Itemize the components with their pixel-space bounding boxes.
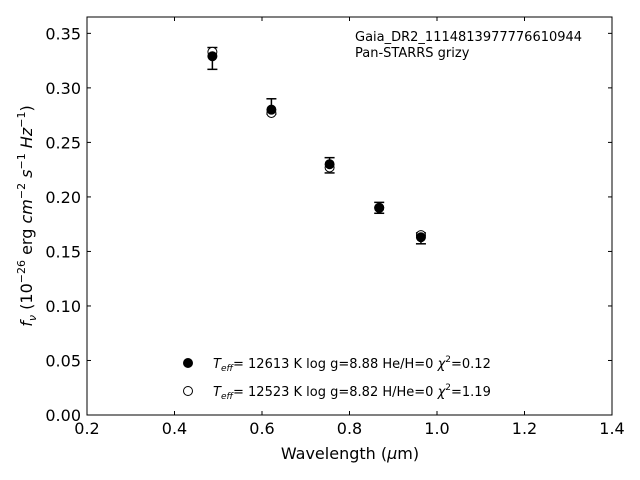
legend-marker-filled xyxy=(183,358,193,368)
point-filled xyxy=(415,232,426,243)
y-axis-label: fν (10−26 erg cm−2 s−1 Hz−1) xyxy=(15,105,39,326)
x-tick-label: 1.2 xyxy=(512,419,537,438)
error-bars xyxy=(207,46,426,245)
y-tick-label: 0.00 xyxy=(45,406,81,425)
x-axis-label: Wavelength (μm) xyxy=(281,444,419,463)
y-tick-label: 0.30 xyxy=(45,79,81,98)
y-axis-ticks: 0.00 0.05 0.10 0.15 0.20 0.25 0.30 0.35 xyxy=(45,24,612,425)
x-tick-label: 0.2 xyxy=(74,419,99,438)
y-tick-label: 0.35 xyxy=(45,24,81,43)
annotation-survey: Pan-STARRS grizy xyxy=(355,46,470,61)
x-axis-ticks: 0.2 0.4 0.6 0.8 1.0 1.2 1.4 xyxy=(74,17,625,438)
point-filled xyxy=(207,51,218,62)
x-tick-label: 1.0 xyxy=(424,419,449,438)
point-filled xyxy=(324,159,335,170)
x-tick-label: 0.6 xyxy=(249,419,274,438)
plot-area-frame xyxy=(86,16,613,416)
legend-entry-filled: Teff= 12613 K log g=8.88 He/H=0 χ2=0.12 xyxy=(213,355,491,374)
legend-marker-open xyxy=(183,386,193,396)
x-tick-label: 1.4 xyxy=(599,419,624,438)
data-points xyxy=(207,46,426,243)
x-tick-label: 0.4 xyxy=(162,419,187,438)
y-tick-label: 0.10 xyxy=(45,297,81,316)
y-tick-label: 0.05 xyxy=(45,351,81,370)
y-tick-label: 0.15 xyxy=(45,242,81,261)
x-tick-label: 0.8 xyxy=(337,419,362,438)
y-tick-label: 0.25 xyxy=(45,133,81,152)
y-tick-label: 0.20 xyxy=(45,188,81,207)
point-filled xyxy=(266,104,277,115)
point-filled xyxy=(374,202,385,213)
annotation-source: Gaia_DR2_1114813977776610944 xyxy=(355,30,582,45)
legend: Teff= 12613 K log g=8.88 He/H=0 χ2=0.12 … xyxy=(183,355,491,402)
legend-entry-open: Teff= 12523 K log g=8.82 H/He=0 χ2=1.19 xyxy=(213,383,491,402)
